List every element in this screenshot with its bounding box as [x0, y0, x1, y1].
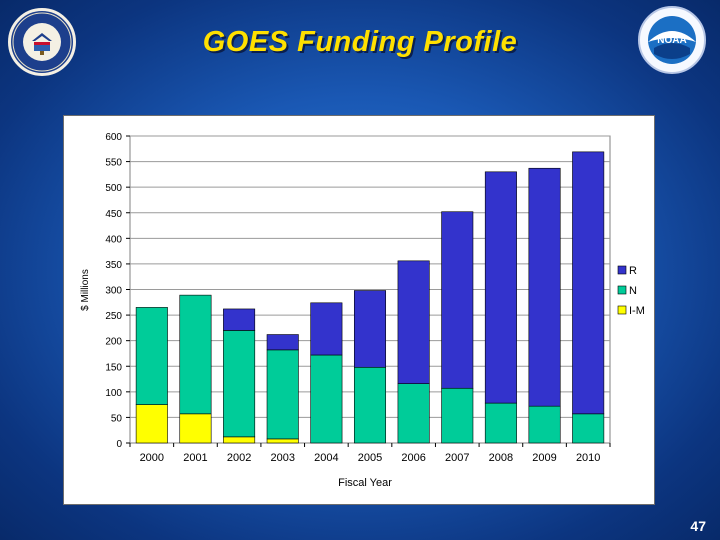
bar-segment-n: [223, 330, 256, 438]
bar-segment-r: [441, 211, 474, 389]
bar-segment-r: [572, 151, 605, 415]
x-axis-label: Fiscal Year: [338, 477, 392, 489]
bar-segment-i-m: [223, 436, 256, 444]
legend-swatch-r: [617, 265, 627, 275]
bar-segment-n: [572, 413, 605, 444]
x-tick-label: 2000: [140, 452, 164, 464]
x-tick-label: 2009: [532, 452, 556, 464]
y-tick-label: 200: [105, 337, 122, 348]
y-tick-label: 450: [105, 209, 122, 220]
y-tick-label: 0: [116, 439, 122, 450]
y-tick-label: 50: [111, 413, 123, 424]
bar-segment-i-m: [179, 413, 212, 444]
bar-segment-n: [310, 354, 343, 444]
bar-segment-r: [484, 171, 517, 404]
x-tick-label: 2008: [489, 452, 513, 464]
bar-segment-r: [397, 260, 430, 384]
x-tick-label: 2005: [358, 452, 382, 464]
y-tick-label: 600: [105, 132, 122, 143]
legend-label: I-M: [629, 305, 645, 317]
y-axis-label: $ Millions: [80, 269, 91, 311]
chart-legend: RN I-M: [616, 260, 652, 320]
legend-swatch-i-m: [617, 305, 627, 315]
x-tick-label: 2003: [270, 452, 294, 464]
department-of-commerce-seal-icon: [8, 8, 76, 76]
bar-segment-n: [441, 387, 474, 444]
y-tick-label: 250: [105, 311, 122, 322]
x-tick-label: 2007: [445, 452, 469, 464]
bar-segment-n: [484, 402, 517, 444]
svg-text:NOAA: NOAA: [657, 35, 686, 46]
bar-segment-n: [135, 307, 168, 405]
legend-label: R: [629, 265, 637, 277]
bar-segment-n: [353, 366, 387, 444]
noaa-logo-icon: NOAA: [638, 6, 706, 74]
funding-bar-chart: 0 50 100 150 200 250 300 350 400 450 500 550 600 200…: [80, 132, 652, 489]
bar-segment-n: [397, 383, 430, 444]
y-axis: 0 50 100 150 200 250 300 350 400 450 500 550 600: [105, 132, 130, 450]
y-tick-label: 400: [105, 234, 122, 245]
chart-bars: [135, 151, 605, 444]
page-number: 47: [690, 518, 706, 534]
bar-segment-r: [223, 308, 256, 331]
x-tick-label: 2004: [314, 452, 338, 464]
legend-swatch-n: [617, 285, 627, 295]
y-tick-label: 500: [105, 183, 122, 194]
bar-segment-n: [528, 405, 561, 444]
legend-label: N: [629, 285, 637, 297]
bar-segment-i-m: [135, 404, 168, 444]
x-axis: 2000 2001 2002 2003 2004 2005 2006 2007 2008 2009…: [129, 443, 611, 464]
bar-segment-r: [310, 302, 343, 356]
x-tick-label: 2001: [183, 452, 207, 464]
x-tick-label: 2010: [576, 452, 600, 464]
y-tick-label: 150: [105, 362, 122, 373]
y-tick-label: 100: [105, 388, 122, 399]
bar-segment-i-m: [266, 438, 299, 444]
chart-panel: 0 50 100 150 200 250 300 350 400 450 500 550 600 200…: [63, 115, 655, 505]
x-tick-label: 2006: [401, 452, 425, 464]
bar-segment-n: [266, 349, 299, 440]
bar-segment-r: [528, 167, 561, 407]
y-tick-label: 300: [105, 286, 122, 297]
bar-segment-r: [266, 334, 299, 351]
x-tick-label: 2002: [227, 452, 251, 464]
bar-segment-n: [179, 294, 212, 415]
bar-segment-r: [353, 290, 387, 368]
slide-title: GOES Funding Profile: [202, 26, 518, 58]
y-tick-label: 550: [105, 158, 122, 169]
y-tick-label: 350: [105, 260, 122, 271]
